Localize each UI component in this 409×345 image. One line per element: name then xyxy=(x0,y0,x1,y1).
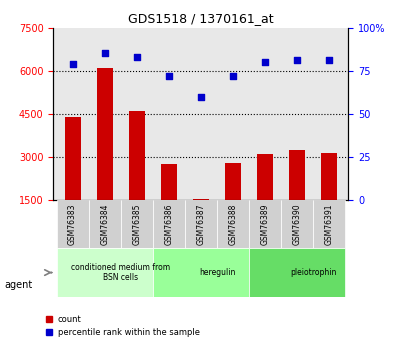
Bar xyxy=(128,111,144,200)
FancyBboxPatch shape xyxy=(120,200,153,248)
Bar xyxy=(288,150,304,200)
Text: GSM76383: GSM76383 xyxy=(68,204,77,245)
Text: GSM76387: GSM76387 xyxy=(196,204,205,245)
FancyBboxPatch shape xyxy=(312,200,344,248)
FancyBboxPatch shape xyxy=(88,200,120,248)
FancyBboxPatch shape xyxy=(153,200,184,248)
Text: heregulin: heregulin xyxy=(198,268,234,277)
FancyBboxPatch shape xyxy=(281,200,312,248)
Text: GSM76390: GSM76390 xyxy=(292,204,301,245)
Bar xyxy=(97,68,112,200)
Text: GSM76388: GSM76388 xyxy=(228,204,237,245)
Text: GSM76386: GSM76386 xyxy=(164,204,173,245)
Point xyxy=(133,54,139,60)
Text: conditioned medium from
BSN cells: conditioned medium from BSN cells xyxy=(71,263,170,282)
FancyBboxPatch shape xyxy=(248,248,344,297)
Title: GDS1518 / 1370161_at: GDS1518 / 1370161_at xyxy=(128,12,273,25)
Bar xyxy=(256,154,272,200)
FancyBboxPatch shape xyxy=(56,248,153,297)
Legend: count, percentile rank within the sample: count, percentile rank within the sample xyxy=(45,315,199,337)
FancyBboxPatch shape xyxy=(216,200,248,248)
Text: GSM76391: GSM76391 xyxy=(324,204,333,245)
Bar xyxy=(64,117,81,200)
Bar xyxy=(160,164,176,200)
Bar xyxy=(320,152,337,200)
FancyBboxPatch shape xyxy=(56,200,88,248)
Text: pleiotrophin: pleiotrophin xyxy=(289,268,335,277)
FancyBboxPatch shape xyxy=(153,248,248,297)
Point xyxy=(165,73,172,79)
Point xyxy=(197,94,204,99)
Text: agent: agent xyxy=(4,280,32,289)
Point xyxy=(325,58,332,63)
Point xyxy=(261,59,268,65)
Point xyxy=(229,73,236,79)
Point xyxy=(69,61,76,67)
Text: GSM76384: GSM76384 xyxy=(100,204,109,245)
Bar xyxy=(225,163,240,200)
Point xyxy=(293,58,300,63)
Text: GSM76389: GSM76389 xyxy=(260,204,269,245)
FancyBboxPatch shape xyxy=(248,200,281,248)
Point xyxy=(101,51,108,56)
FancyBboxPatch shape xyxy=(184,200,216,248)
Bar xyxy=(192,199,209,200)
Text: GSM76385: GSM76385 xyxy=(132,204,141,245)
